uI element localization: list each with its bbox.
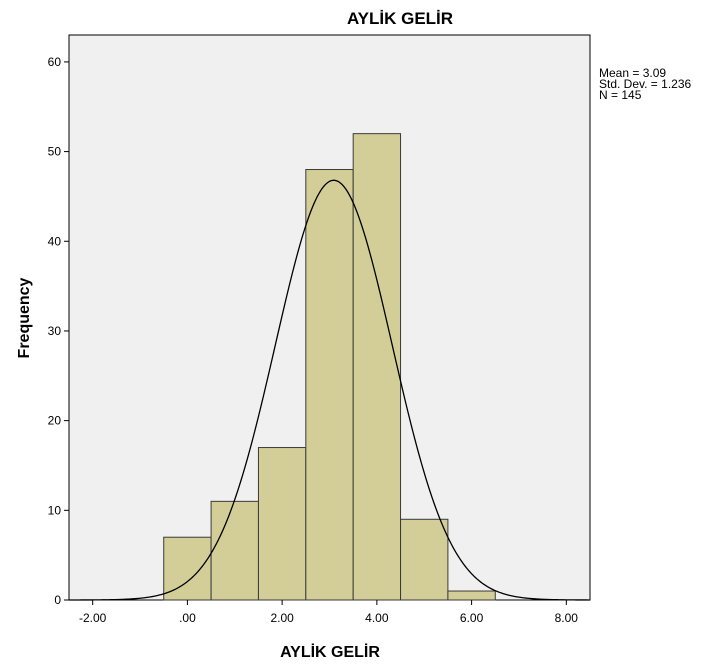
histogram-bar (305, 169, 354, 601)
histogram-bar (447, 590, 496, 601)
x-tick-label: 8.00 (555, 611, 579, 625)
y-axis-ticks: 0 10 20 30 40 50 60 (48, 55, 69, 607)
normal-curve (69, 179, 590, 601)
y-tick-label: 0 (54, 593, 61, 607)
histogram-bar (210, 500, 259, 601)
x-axis-ticks: -2.00 .00 2.00 4.00 6.00 8.00 (79, 600, 578, 625)
x-tick-label: .00 (179, 611, 196, 625)
histogram-bar (400, 518, 449, 601)
x-tick-label: 2.00 (270, 611, 294, 625)
y-tick-label: 40 (48, 234, 62, 248)
y-axis-title: Frequency (16, 277, 33, 358)
histogram-bar (352, 133, 402, 601)
x-axis-title: AYLİK GELİR (280, 643, 380, 661)
stats-line: N = 145 (599, 88, 642, 102)
y-tick-label: 20 (48, 414, 62, 428)
histogram-bars (163, 133, 496, 601)
stats-line: Std. Dev. = 1.236 (599, 77, 691, 91)
y-tick-label: 50 (48, 145, 62, 159)
y-tick-label: 10 (48, 503, 62, 517)
stats-line: Mean = 3.09 (599, 66, 666, 80)
y-tick-label: 30 (48, 324, 62, 338)
histogram-bar (163, 536, 212, 601)
chart-title: AYLİK GELİR (347, 9, 453, 28)
x-tick-label: 4.00 (365, 611, 389, 625)
histogram-bar (257, 447, 307, 601)
x-tick-label: -2.00 (79, 611, 107, 625)
x-tick-label: 6.00 (460, 611, 484, 625)
y-tick-label: 60 (48, 55, 62, 69)
